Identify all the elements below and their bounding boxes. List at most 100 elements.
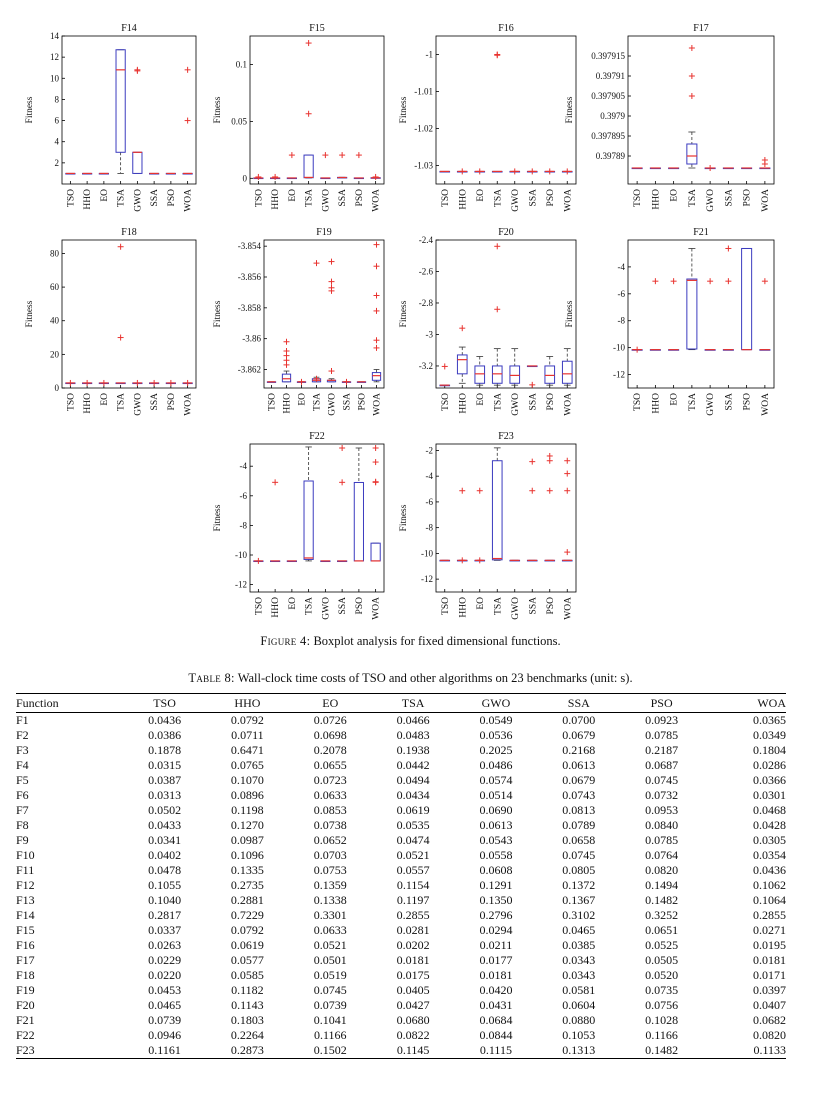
time-cell: 0.0789 xyxy=(562,818,596,832)
time-cell: 0.0494 xyxy=(396,773,430,787)
time-cell: 0.0535 xyxy=(396,818,430,832)
function-cell: F8 xyxy=(16,818,29,832)
y-tick-label: 2 xyxy=(55,158,60,168)
time-cell: 0.0577 xyxy=(230,953,264,967)
y-tick-label: -1.02 xyxy=(414,124,433,134)
box-tsa xyxy=(686,248,698,351)
time-cell: 0.1372 xyxy=(562,878,596,892)
figure-4-boxplots: F14 Fitness 2 4 6 8 10 12 14 TSO HHO EO TSA GWO SSA PSO… xyxy=(25,23,775,620)
box-tsa xyxy=(303,40,314,179)
time-cell: 0.0436 xyxy=(753,863,786,877)
time-cell: 0.1198 xyxy=(231,803,264,817)
y-tick-label: 0.397895 xyxy=(591,131,625,141)
outlier-marker xyxy=(529,487,536,494)
box-tsa xyxy=(303,446,314,562)
outlier-marker xyxy=(459,557,466,564)
y-tick-label: -3.86 xyxy=(242,334,261,344)
plot-title: F15 xyxy=(309,23,325,34)
time-cell: 0.1040 xyxy=(148,893,182,907)
x-tick-label: TSA xyxy=(493,189,503,207)
box-gwo xyxy=(320,560,331,563)
box-ssa xyxy=(149,379,160,386)
box-ssa xyxy=(526,365,538,388)
time-cell: 0.0700 xyxy=(562,713,596,727)
plot-frame xyxy=(435,443,577,593)
time-cell: 0.0613 xyxy=(562,758,596,772)
y-tick-label: -3.862 xyxy=(238,365,261,375)
outlier-marker xyxy=(117,334,124,341)
time-cell: 0.0354 xyxy=(753,848,786,862)
outlier-marker xyxy=(546,457,553,464)
box-hho xyxy=(270,479,281,563)
outlier-marker xyxy=(322,152,329,159)
time-cell: 0.0386 xyxy=(148,728,182,742)
time-cell: 0.0679 xyxy=(562,773,596,787)
function-cell: F11 xyxy=(16,863,35,877)
plot-title: F20 xyxy=(498,227,514,238)
time-cell: 0.1482 xyxy=(645,1043,679,1057)
box-pso xyxy=(544,168,556,175)
x-tick-label: TSO xyxy=(633,189,643,207)
time-cell: 0.0387 xyxy=(148,773,182,787)
time-cell: 0.0745 xyxy=(562,848,596,862)
time-cell: 0.0343 xyxy=(562,953,596,967)
x-tick-label: SSA xyxy=(343,393,353,411)
time-cell: 0.0220 xyxy=(148,968,182,982)
x-tick-label: GWO xyxy=(133,189,143,212)
plot-title: F18 xyxy=(121,227,137,238)
function-cell: F6 xyxy=(16,788,29,802)
outlier-marker xyxy=(564,487,571,494)
time-cell: 0.0171 xyxy=(753,968,786,982)
x-tick-label: WOA xyxy=(372,597,382,620)
boxplot-f18: F18 Fitness 0 20 40 60 80 TSO HHO EO TSA GWO SSA PSO W… xyxy=(25,227,197,416)
outlier-marker xyxy=(283,361,290,368)
x-tick-label: TSO xyxy=(441,597,451,615)
time-cell: 0.0420 xyxy=(479,983,513,997)
y-tick-label: -12 xyxy=(613,370,625,380)
box-pso xyxy=(165,172,176,175)
table-row: F5 0.0387 0.1070 0.0723 0.0494 0.0574 0.0679 0.… xyxy=(16,773,786,788)
time-cell: 0.0633 xyxy=(313,923,347,937)
x-tick-label: TSO xyxy=(254,597,264,615)
box-eo xyxy=(296,378,307,385)
time-cell: 0.2855 xyxy=(396,908,430,922)
function-cell: F9 xyxy=(16,833,29,847)
x-tick-label: GWO xyxy=(511,597,521,620)
y-tick-label: -10 xyxy=(421,548,433,558)
time-cell: 0.2735 xyxy=(230,878,264,892)
time-cell: 0.0478 xyxy=(148,863,182,877)
time-cell: 0.0844 xyxy=(479,1028,513,1042)
time-cell: 0.2168 xyxy=(562,743,596,757)
box-hho xyxy=(456,168,468,175)
column-header: Function xyxy=(16,696,59,710)
box-eo xyxy=(286,560,297,563)
outlier-marker xyxy=(184,66,191,73)
x-tick-label: PSO xyxy=(355,189,365,207)
time-cell: 0.2264 xyxy=(230,1028,264,1042)
iqr-box xyxy=(303,154,314,179)
x-tick-label: EO xyxy=(476,189,486,202)
y-tick-label: -6 xyxy=(618,289,626,299)
plot-title: F19 xyxy=(316,227,332,238)
time-cell: 0.1938 xyxy=(396,743,430,757)
box-woa xyxy=(371,241,382,383)
box-tsa xyxy=(311,260,322,383)
x-tick-label: PSO xyxy=(743,393,753,411)
box-hho xyxy=(456,325,468,384)
table-body: F1 0.0436 0.0792 0.0726 0.0466 0.0549 0.0700 0.… xyxy=(16,713,786,1059)
y-tick-label: 60 xyxy=(50,282,60,292)
outlier-marker xyxy=(707,165,714,171)
plot-frame xyxy=(249,35,385,185)
x-tick-label: SSA xyxy=(150,393,160,411)
outlier-marker xyxy=(272,479,279,486)
box-tsa xyxy=(491,447,503,561)
box-hho xyxy=(281,338,292,383)
x-tick-label: TSA xyxy=(493,597,503,615)
iqr-box xyxy=(303,480,314,560)
y-tick-label: -3.2 xyxy=(419,361,433,371)
time-cell: 0.2817 xyxy=(148,908,182,922)
time-cell: 0.0896 xyxy=(230,788,264,802)
outlier-marker xyxy=(134,67,141,74)
y-tick-label: -1.01 xyxy=(414,87,433,97)
outlier-marker xyxy=(688,93,695,99)
